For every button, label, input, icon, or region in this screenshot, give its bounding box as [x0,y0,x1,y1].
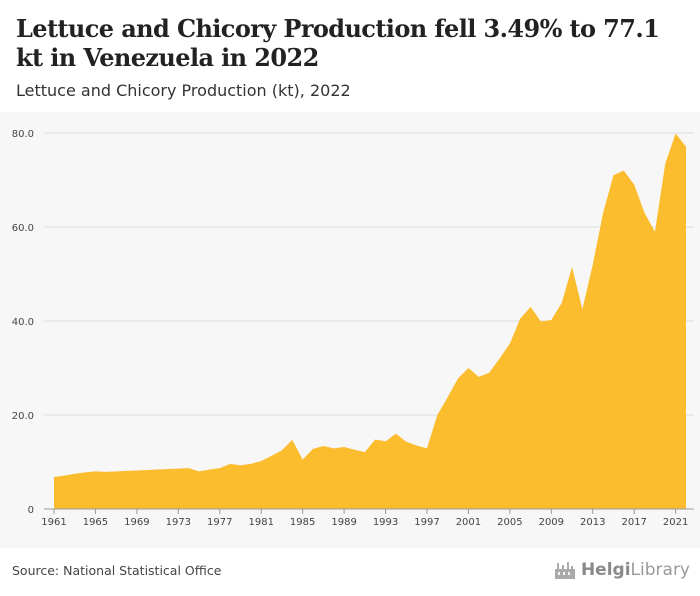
logo-text-bold: Helgi [580,560,631,580]
x-tick-label: 1969 [124,517,149,528]
x-tick-label: 1965 [83,517,108,528]
x-tick-label: 1961 [41,517,66,528]
area-chart: 020.040.060.080.0 1961 1965 1969 1973 1977 19… [12,129,694,528]
x-tick-label: 1973 [166,517,191,528]
source-note: Source: National Statistical Office [12,563,222,578]
x-axis [44,508,694,514]
helgi-library-logo[interactable]: Helgi Library [553,560,690,580]
y-tick-label: 20.0 [12,411,34,422]
x-tick-label: 1981 [248,517,273,528]
x-tick-label: 2017 [621,517,646,528]
x-tick-label: 1997 [414,517,439,528]
x-tick-label: 2005 [497,517,522,528]
x-tick-label: 1985 [290,517,315,528]
area-fill [54,133,686,509]
y-tick-label: 40.0 [12,317,34,328]
y-axis-labels: 0 20.0 40.0 60.0 80.0 [12,129,34,516]
chart-title: Lettuce and Chicory Production fell 3.49… [16,14,660,72]
chart-subtitle: Lettuce and Chicory Production (kt), 202… [16,81,351,100]
series-area [54,133,686,509]
x-tick-label: 1989 [331,517,356,528]
x-tick-label: 2013 [580,517,605,528]
logo-text: Library [630,560,690,580]
x-tick-label: 2009 [539,517,564,528]
factory-icon [554,562,575,579]
x-tick-label: 2001 [456,517,481,528]
y-tick-label: 80.0 [12,129,34,140]
x-axis-labels: 1961 1965 1969 1973 1977 1981 1985 1989 1993 1997… [41,517,688,528]
x-tick-label: 1977 [207,517,232,528]
y-tick-label: 0 [28,505,34,516]
x-tick-label: 1993 [373,517,398,528]
x-tick-label: 2021 [663,517,688,528]
y-tick-label: 60.0 [12,223,34,234]
